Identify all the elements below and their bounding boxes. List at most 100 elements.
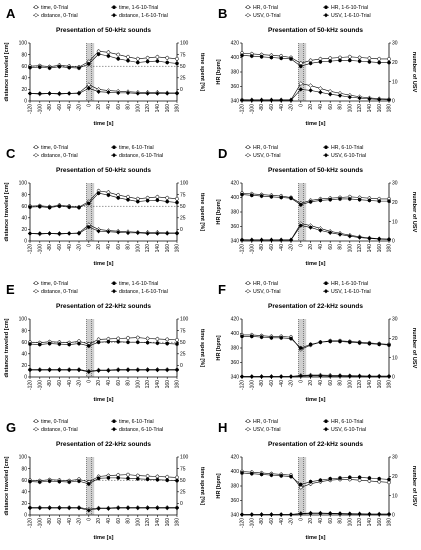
data-point	[249, 237, 255, 243]
series-line	[242, 375, 389, 377]
y-tick-label-left: 40	[21, 490, 27, 496]
data-point	[96, 89, 101, 94]
data-point	[377, 199, 382, 203]
x-tick-label: 40	[106, 518, 112, 524]
data-point	[318, 373, 323, 379]
data-point	[357, 197, 362, 202]
y-tick-label-right: 20	[392, 60, 398, 66]
x-tick-label: -60	[57, 380, 63, 387]
data-point	[328, 59, 333, 63]
data-point	[37, 231, 43, 236]
data-point	[76, 367, 82, 373]
data-point	[174, 505, 180, 511]
data-point	[318, 60, 323, 64]
chart-panel-d: D HR, 0-Trial HR, 6-10-Trial USV, 0-Trial US…	[216, 145, 417, 267]
x-tick-label: -80	[259, 380, 265, 387]
data-point	[347, 94, 353, 100]
x-tick-label: 140	[367, 380, 373, 389]
data-point	[67, 342, 72, 347]
data-point	[387, 477, 391, 482]
data-point	[337, 93, 343, 98]
data-point	[318, 86, 323, 91]
chart-title: Presentation of 50-kHz sounds	[56, 167, 151, 174]
data-point	[57, 505, 62, 511]
x-tick-label: -100	[249, 104, 255, 114]
data-point	[86, 344, 91, 348]
data-point	[269, 55, 274, 60]
data-point	[116, 56, 121, 61]
data-point	[377, 342, 382, 347]
y-tick-label-left: 380	[231, 210, 240, 216]
legend-marker	[34, 419, 38, 424]
data-point	[126, 336, 130, 340]
series-line	[29, 53, 178, 69]
y-tick-label-left: 60	[21, 478, 27, 484]
x-tick-label: 20	[308, 104, 314, 110]
x-tick-label: 120	[357, 244, 363, 253]
x-tick-label: -60	[269, 518, 275, 525]
y-tick-label-right: 10	[392, 355, 398, 361]
x-tick-label: 180	[175, 518, 181, 527]
data-point	[298, 81, 304, 86]
data-point	[165, 60, 170, 65]
data-point	[269, 194, 274, 199]
y-tick-label-left: 100	[19, 41, 28, 47]
y-tick-label-left: 40	[21, 76, 27, 82]
data-point	[155, 59, 160, 63]
x-tick-label: 40	[106, 104, 112, 110]
data-point	[106, 339, 111, 344]
y-tick-label-left: 20	[21, 363, 27, 369]
x-tick-label: 80	[338, 244, 344, 250]
x-tick-label: -100	[37, 104, 43, 114]
data-point	[376, 97, 382, 102]
series-line	[241, 472, 390, 485]
data-point	[269, 97, 274, 103]
x-tick-label: 40	[318, 518, 324, 524]
y-tick-label-left: 80	[21, 52, 27, 58]
data-point	[47, 66, 52, 70]
y-tick-label-left: 380	[231, 70, 240, 76]
data-point	[145, 198, 150, 203]
data-point	[347, 54, 352, 59]
stimulus-band	[298, 183, 307, 241]
data-point	[347, 233, 353, 239]
x-tick-label: -100	[37, 380, 43, 390]
data-point	[126, 476, 130, 481]
data-point	[57, 479, 62, 484]
data-point	[318, 228, 323, 233]
x-axis-label: time [s]	[94, 535, 114, 541]
data-point	[86, 369, 92, 375]
y-tick-label-right: 50	[180, 478, 186, 484]
x-tick-label: -100	[249, 518, 255, 528]
x-tick-label: 160	[377, 104, 383, 113]
y-axis-label-right: number of USV	[411, 52, 417, 93]
y-tick-label-right: 0	[392, 99, 395, 105]
data-point	[357, 55, 362, 60]
y-tick-label-left: 40	[21, 352, 27, 358]
data-point	[27, 231, 33, 236]
y-tick-label-left: 80	[21, 192, 27, 198]
data-point	[47, 479, 52, 483]
legend-marker	[112, 419, 116, 424]
data-point	[47, 341, 52, 346]
data-point	[289, 57, 293, 61]
data-point	[145, 55, 150, 60]
data-point	[318, 478, 323, 483]
x-tick-label: -60	[269, 104, 275, 111]
data-point	[155, 198, 160, 203]
series-line	[30, 507, 177, 510]
data-point	[66, 91, 72, 96]
data-point	[288, 237, 294, 243]
legend-entry: time, 1-6-10-Trial	[119, 281, 158, 287]
x-tick-label: -120	[240, 244, 246, 254]
data-point	[308, 200, 313, 204]
stimulus-band	[86, 183, 95, 241]
x-tick-label: 60	[116, 518, 122, 524]
x-tick-label: -20	[77, 244, 83, 251]
legend-entry: distance, 1-6-10-Trial	[119, 289, 168, 295]
y-tick-label-right: 75	[180, 466, 186, 472]
data-point	[155, 367, 160, 373]
legend-entry: HR, 1-6-10-Trial	[331, 281, 368, 287]
data-point	[155, 337, 160, 341]
y-axis-label-right: number of USV	[411, 328, 417, 369]
